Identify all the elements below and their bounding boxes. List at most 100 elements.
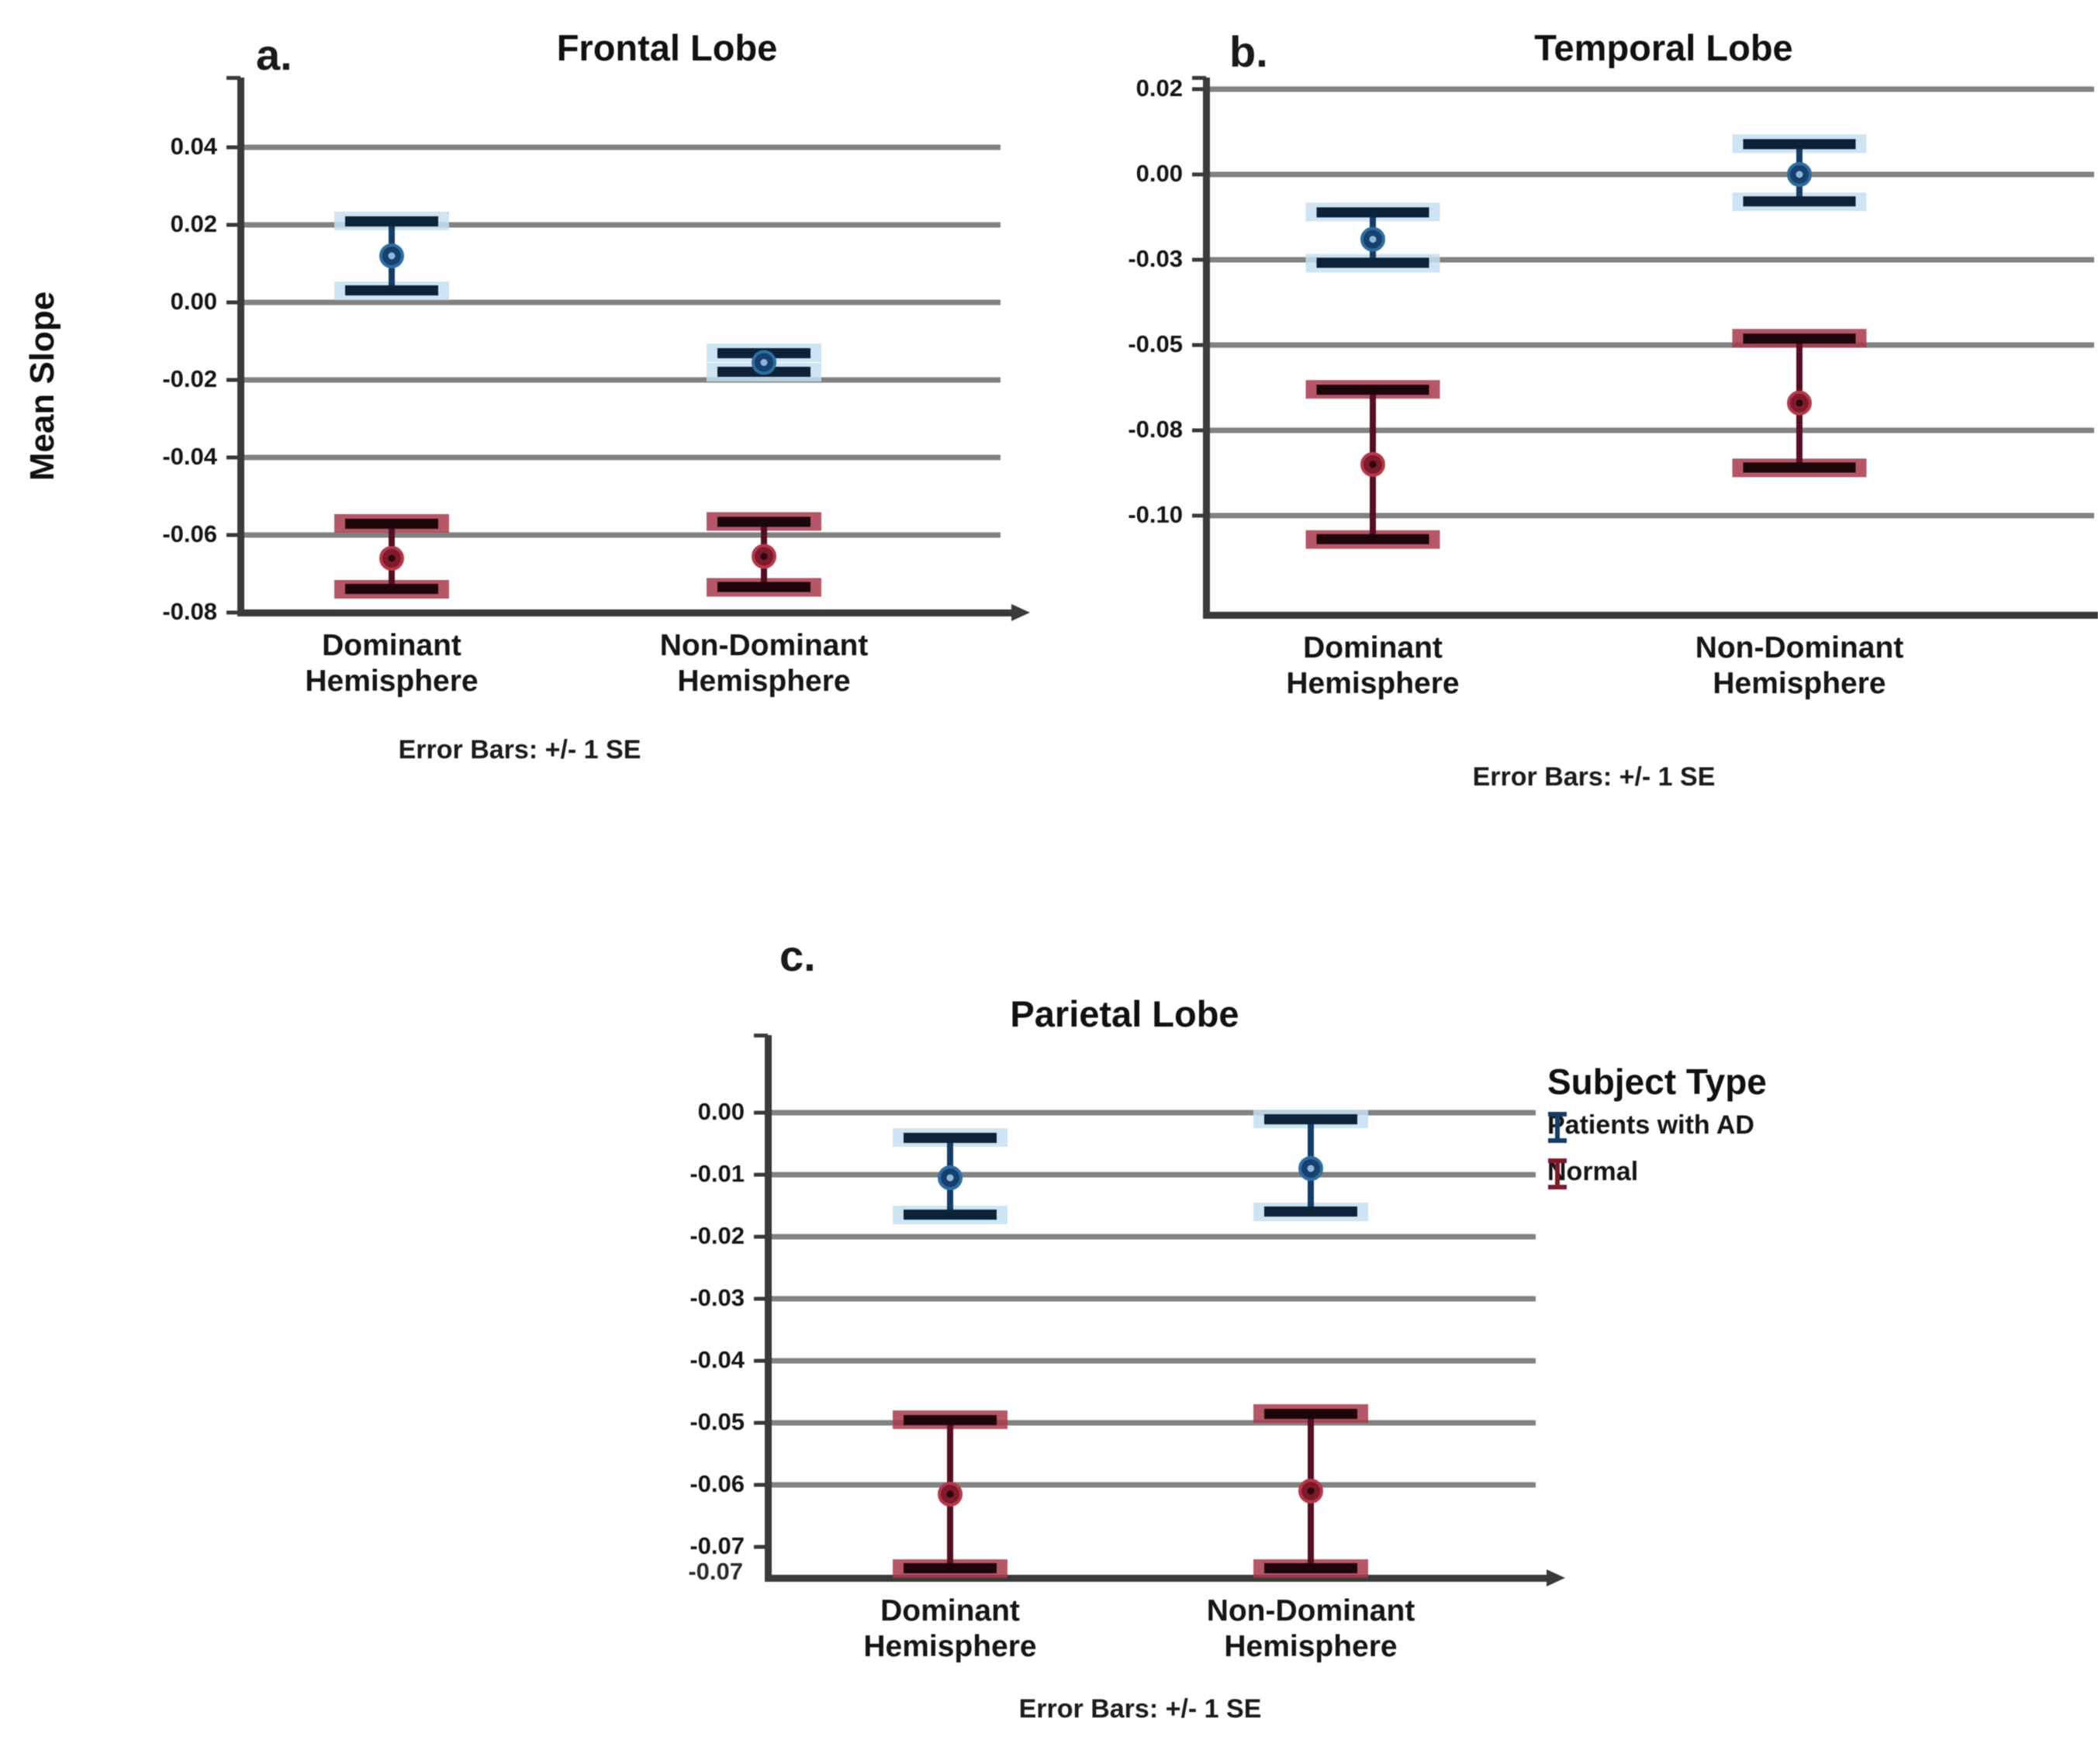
gridline: [1206, 513, 2094, 519]
y-tick-mark: [1192, 513, 1206, 518]
chart-title-parietal-lobe: Parietal Lobe: [1010, 993, 1239, 1034]
normal-errorbar-icon: [1548, 1158, 1567, 1189]
normal-mean-marker-center: [388, 554, 396, 562]
ad-error-bar-cap-upper: [1316, 207, 1429, 218]
ad-errorbar-icon: [1548, 1112, 1567, 1143]
gridline: [1206, 171, 2094, 178]
y-axis-top-tick: [754, 1034, 768, 1037]
y-tick-label: -0.03: [690, 1284, 745, 1311]
gridline: [768, 1482, 1536, 1488]
error-bars-note-c: Error Bars: +/- 1 SE: [1018, 1694, 1262, 1724]
gridline: [1206, 257, 2094, 263]
y-tick-mark: [754, 1110, 768, 1115]
y-axis-line: [765, 1035, 772, 1581]
x-category-label: Non-Dominant Hemisphere: [1206, 1594, 1415, 1664]
gridline: [768, 1358, 1536, 1364]
gridline: [768, 1110, 1536, 1116]
y-tick-label: 0.04: [170, 133, 217, 160]
y-tick-label: -0.02: [162, 365, 217, 392]
ad-mean-marker-center: [760, 359, 768, 366]
y-tick-label: -0.03: [1128, 245, 1183, 272]
x-axis-arrow-icon: [1011, 604, 1030, 621]
y-axis-line: [237, 78, 244, 616]
x-axis-line: [237, 609, 1011, 616]
gridline: [768, 1296, 1536, 1302]
normal-mean-marker-center: [946, 1490, 954, 1498]
gridline: [768, 1420, 1536, 1426]
x-axis-line: [1203, 612, 2098, 619]
y-tick-mark: [226, 223, 240, 227]
normal-error-bar-cap-lower: [1743, 462, 1856, 473]
y-tick-label: 0.00: [697, 1098, 745, 1125]
chart-title-temporal-lobe: Temporal Lobe: [1534, 27, 1793, 68]
normal-error-bar-cap-upper: [345, 519, 438, 529]
y-tick-mark: [1192, 428, 1206, 433]
x-category-label: Dominant Hemisphere: [1286, 631, 1460, 701]
y-axis-top-tick: [226, 76, 240, 80]
ad-mean-marker-center: [1307, 1165, 1315, 1172]
ad-mean-marker-center: [1369, 236, 1377, 243]
gridline: [1206, 342, 2094, 348]
normal-mean-marker-center: [1369, 461, 1377, 468]
y-tick-label: -0.10: [1128, 501, 1183, 528]
normal-mean-marker-center: [1307, 1487, 1315, 1495]
y-tick-label: -0.05: [690, 1408, 745, 1435]
y-axis-title-mean-slope: Mean Slope: [23, 291, 61, 482]
ad-error-bar-cap-upper: [1264, 1114, 1357, 1124]
panel-label-c: c.: [779, 931, 816, 980]
y-tick-mark: [754, 1545, 768, 1549]
y-tick-mark: [226, 533, 240, 537]
y-tick-mark: [754, 1234, 768, 1239]
gridline: [768, 1172, 1536, 1178]
error-bars-note-b: Error Bars: +/- 1 SE: [1472, 762, 1716, 792]
x-category-label: Non-Dominant Hemisphere: [1695, 631, 1904, 701]
y-tick-mark: [1192, 172, 1206, 177]
panel-label-b: b.: [1229, 27, 1268, 76]
normal-error-bar-cap-lower: [1264, 1563, 1357, 1573]
y-tick-mark: [754, 1172, 768, 1177]
gridline: [240, 377, 1001, 383]
y-tick-mark: [1192, 257, 1206, 262]
y-tick-label: -0.01: [690, 1160, 745, 1187]
y-tick-mark: [226, 610, 240, 615]
normal-error-bar-cap-lower: [1316, 533, 1429, 544]
chart-title-frontal-lobe: Frontal Lobe: [556, 27, 778, 68]
ad-error-bar-cap-lower: [1316, 257, 1429, 268]
legend-item-normal: Normal: [1547, 1157, 1638, 1189]
error-bars-note-a: Error Bars: +/- 1 SE: [398, 735, 641, 765]
x-category-label: Dominant Hemisphere: [305, 629, 479, 699]
x-axis-line: [765, 1575, 1547, 1582]
gridline: [240, 222, 1001, 228]
y-tick-mark: [754, 1483, 768, 1487]
y-tick-mark: [754, 1296, 768, 1301]
legend-title: Subject Type: [1547, 1062, 1767, 1102]
y-tick-label: -0.04: [690, 1346, 745, 1373]
ad-error-bar-cap-upper: [1743, 139, 1856, 150]
gridline: [768, 1234, 1536, 1240]
ad-error-bar-cap-lower: [1264, 1206, 1357, 1217]
ad-error-bar-cap-lower: [345, 285, 438, 295]
y-tick-label: -0.08: [1128, 416, 1183, 443]
y-tick-label: -0.06: [690, 1470, 745, 1497]
y-tick-mark: [754, 1358, 768, 1363]
gridline: [1206, 86, 2094, 92]
y-tick-mark: [754, 1421, 768, 1425]
y-tick-label: -0.06: [162, 520, 217, 547]
ad-error-bar-cap-lower: [1743, 196, 1856, 207]
y-tick-label: -0.07: [690, 1532, 745, 1559]
y-tick-mark: [1192, 87, 1206, 91]
y-tick-mark: [226, 145, 240, 150]
y-tick-mark: [226, 455, 240, 460]
y-tick-mark: [1192, 343, 1206, 347]
y-tick-label: 0.02: [170, 210, 217, 237]
normal-mean-marker-center: [760, 553, 768, 560]
normal-error-bar-cap-upper: [1264, 1409, 1357, 1419]
y-axis-line: [1203, 78, 1210, 618]
y-tick-mark: [226, 300, 240, 305]
ad-mean-marker-center: [1796, 171, 1803, 178]
ad-error-bar-cap-upper: [904, 1133, 997, 1143]
ad-mean-marker-center: [946, 1174, 954, 1182]
normal-error-bar-cap-upper: [904, 1415, 997, 1425]
normal-mean-marker-center: [1796, 399, 1803, 407]
